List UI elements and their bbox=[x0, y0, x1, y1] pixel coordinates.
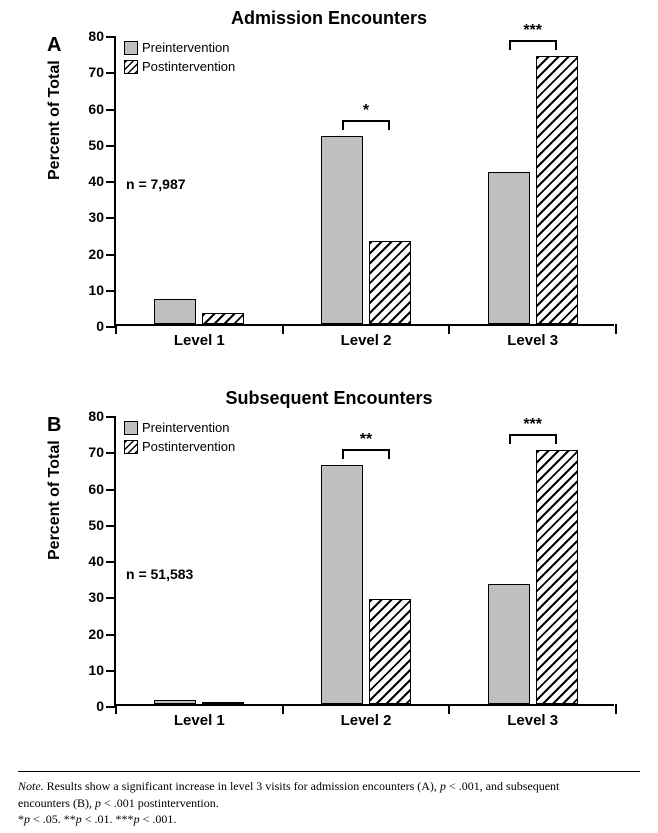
ytick bbox=[106, 670, 116, 672]
xtick bbox=[282, 324, 284, 334]
bar-post bbox=[536, 450, 578, 704]
ytick-label: 70 bbox=[88, 64, 104, 80]
xtick-label: Level 3 bbox=[507, 332, 558, 349]
panel-b: Subsequent Encounters B Percent of Total… bbox=[19, 380, 639, 750]
panel-b-letter: B bbox=[47, 414, 61, 437]
ytick bbox=[106, 72, 116, 74]
ytick bbox=[106, 416, 116, 418]
sig-label: * bbox=[351, 102, 381, 120]
legend-item-pre: Preintervention bbox=[124, 420, 235, 435]
footnote-note: Note. bbox=[18, 779, 44, 793]
xtick bbox=[615, 704, 617, 714]
ytick bbox=[106, 109, 116, 111]
sig-label: ** bbox=[351, 431, 381, 449]
ytick bbox=[106, 181, 116, 183]
footnote: Note. Results show a significant increas… bbox=[18, 771, 640, 827]
bar-pre bbox=[321, 136, 363, 325]
ytick bbox=[106, 254, 116, 256]
xtick bbox=[615, 324, 617, 334]
sig-bracket bbox=[509, 40, 557, 50]
panel-a: Admission Encounters A Percent of Total … bbox=[19, 0, 639, 380]
xtick-label: Level 1 bbox=[174, 332, 225, 349]
ytick bbox=[106, 489, 116, 491]
xtick bbox=[282, 704, 284, 714]
ytick-label: 80 bbox=[88, 408, 104, 424]
panel-a-yaxis-title: Percent of Total bbox=[46, 60, 64, 180]
legend-label-post: Postintervention bbox=[142, 439, 235, 454]
ytick-label: 20 bbox=[88, 626, 104, 642]
bar-pre bbox=[321, 465, 363, 704]
ytick bbox=[106, 217, 116, 219]
ytick-label: 0 bbox=[96, 698, 104, 714]
panel-a-n-label: n = 7,987 bbox=[126, 176, 186, 192]
xtick bbox=[115, 324, 117, 334]
panel-b-yaxis-title: Percent of Total bbox=[46, 440, 64, 560]
legend-label-pre: Preintervention bbox=[142, 420, 229, 435]
ytick-label: 10 bbox=[88, 282, 104, 298]
ytick bbox=[106, 634, 116, 636]
ytick-label: 40 bbox=[88, 173, 104, 189]
bar-pre bbox=[154, 700, 196, 704]
legend-swatch-post bbox=[124, 60, 138, 74]
legend-swatch-pre bbox=[124, 421, 138, 435]
ytick bbox=[106, 525, 116, 527]
footnote-line2: encounters (B), p < .001 postinterventio… bbox=[18, 795, 640, 811]
panel-a-plot: Preintervention Postintervention n = 7,9… bbox=[114, 36, 614, 326]
sig-bracket bbox=[509, 434, 557, 444]
legend-swatch-post bbox=[124, 440, 138, 454]
ytick-label: 80 bbox=[88, 28, 104, 44]
ytick-label: 60 bbox=[88, 481, 104, 497]
bar-pre bbox=[154, 299, 196, 324]
ytick-label: 30 bbox=[88, 589, 104, 605]
legend-swatch-pre bbox=[124, 41, 138, 55]
ytick-label: 70 bbox=[88, 444, 104, 460]
xtick bbox=[448, 324, 450, 334]
ytick-label: 60 bbox=[88, 101, 104, 117]
ytick bbox=[106, 290, 116, 292]
ytick-label: 30 bbox=[88, 209, 104, 225]
ytick-label: 40 bbox=[88, 553, 104, 569]
bar-post bbox=[202, 702, 244, 704]
legend-label-pre: Preintervention bbox=[142, 40, 229, 55]
bar-post bbox=[536, 56, 578, 324]
panel-b-legend: Preintervention Postintervention bbox=[124, 420, 235, 458]
bar-post bbox=[369, 599, 411, 704]
ytick bbox=[106, 145, 116, 147]
xtick-label: Level 1 bbox=[174, 712, 225, 729]
panel-b-title: Subsequent Encounters bbox=[19, 388, 639, 409]
legend-item-post: Postintervention bbox=[124, 59, 235, 74]
ytick bbox=[106, 597, 116, 599]
xtick bbox=[448, 704, 450, 714]
bar-pre bbox=[488, 584, 530, 704]
sig-label: *** bbox=[518, 416, 548, 434]
ytick bbox=[106, 561, 116, 563]
panel-a-legend: Preintervention Postintervention bbox=[124, 40, 235, 78]
ytick-label: 50 bbox=[88, 517, 104, 533]
panel-a-letter: A bbox=[47, 34, 61, 57]
sig-label: *** bbox=[518, 22, 548, 40]
bar-pre bbox=[488, 172, 530, 324]
xtick-label: Level 2 bbox=[341, 332, 392, 349]
legend-item-pre: Preintervention bbox=[124, 40, 235, 55]
panel-b-n-label: n = 51,583 bbox=[126, 566, 193, 582]
ytick-label: 0 bbox=[96, 318, 104, 334]
xtick-label: Level 3 bbox=[507, 712, 558, 729]
bar-post bbox=[369, 241, 411, 324]
ytick-label: 10 bbox=[88, 662, 104, 678]
ytick-label: 20 bbox=[88, 246, 104, 262]
footnote-line1: Note. Results show a significant increas… bbox=[18, 778, 640, 794]
bar-post bbox=[202, 313, 244, 324]
xtick-label: Level 2 bbox=[341, 712, 392, 729]
xtick bbox=[115, 704, 117, 714]
sig-bracket bbox=[342, 120, 390, 130]
ytick bbox=[106, 452, 116, 454]
legend-label-post: Postintervention bbox=[142, 59, 235, 74]
sig-bracket bbox=[342, 449, 390, 459]
ytick bbox=[106, 36, 116, 38]
legend-item-post: Postintervention bbox=[124, 439, 235, 454]
ytick-label: 50 bbox=[88, 137, 104, 153]
panel-b-plot: Preintervention Postintervention n = 51,… bbox=[114, 416, 614, 706]
footnote-line3: *p < .05. **p < .01. ***p < .001. bbox=[18, 811, 640, 827]
